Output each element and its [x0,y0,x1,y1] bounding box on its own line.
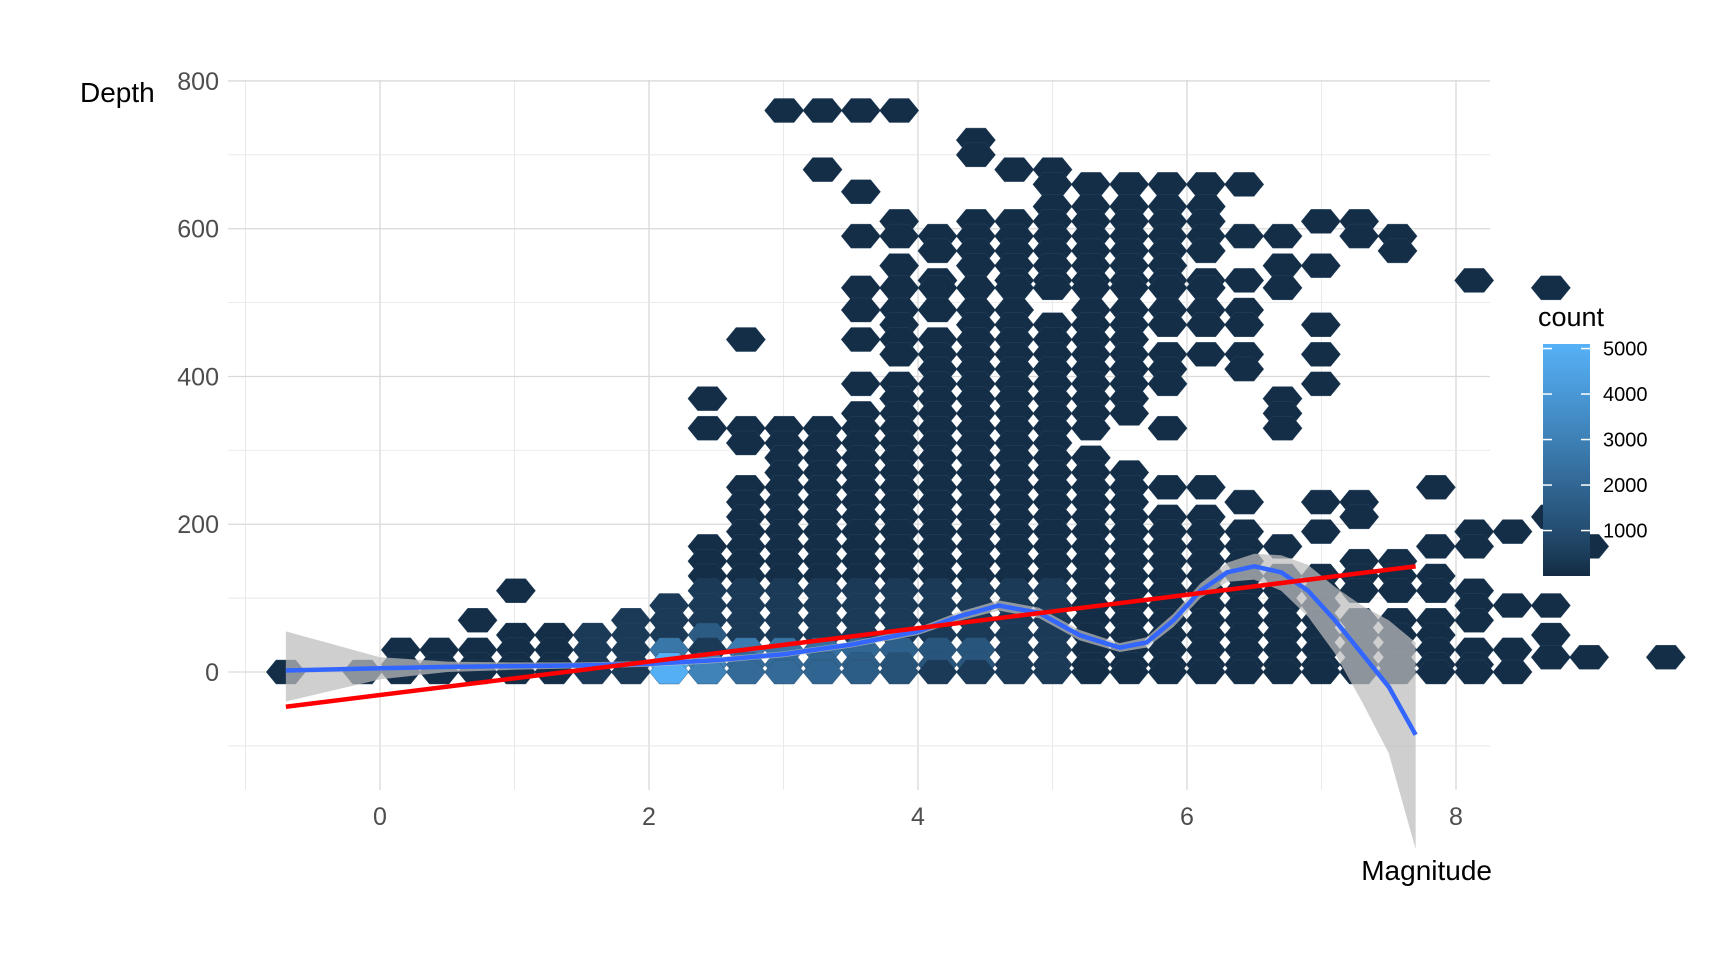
hexagon-bin [1070,172,1111,197]
hexagon-bin [879,253,920,278]
hexagon-bin [1454,268,1495,293]
y-tick-label: 0 [205,659,219,687]
x-axis-title: Magnitude [1361,855,1492,886]
hexagon-bin [1147,371,1188,397]
hexagon-bin [1300,253,1341,278]
hexagon-bin [994,157,1035,182]
y-tick-label: 800 [177,68,219,96]
smooth-fit-line [285,564,1418,736]
hexagon-bin [1185,172,1226,197]
hexagon-bin [1109,172,1150,197]
hexagon-bin [495,578,536,603]
hexagon-bin [1224,172,1265,197]
hexagon-bin [1645,645,1686,670]
hexagon-bin [1454,608,1495,633]
hexagon-bin [955,142,996,168]
hexagon-bin [840,297,881,323]
y-tick-label: 400 [177,363,219,391]
hexagon-bin [840,327,881,352]
hexagon-bin [1185,342,1226,367]
hexagon-bin [1492,593,1533,618]
hexagon-bin [1224,268,1265,293]
smooth-confidence-band [285,553,1416,850]
legend-break-label: 5000 [1603,339,1648,361]
hexagon-bin [1492,659,1533,685]
hexagon-bin [1224,312,1265,337]
hexagon-bin [840,223,881,249]
hexagon-bin [1224,489,1265,515]
axis-ticks: 0 2 4 6 8 0 200 400 600 800 [177,68,1463,831]
hexagon-bin [802,157,843,182]
hexagon-bin [1300,489,1341,515]
legend-break-label: 2000 [1603,475,1648,497]
x-tick-label: 8 [1449,803,1463,831]
hexagon-bin [840,98,881,123]
hexagon-bin [802,98,843,123]
hexagon-bin [1300,342,1341,367]
hexagon-bin [879,98,920,123]
x-tick-label: 0 [373,803,387,831]
hexagon-bin [917,297,958,323]
hexagon-bin [840,179,881,204]
hexagon-bin [1109,401,1150,426]
hexagon-bin [1300,519,1341,544]
hexagon-bin [1530,622,1571,648]
hexagon-bin [1569,645,1610,670]
x-tick-label: 6 [1180,803,1194,831]
hexagon-bin [687,415,728,441]
hexagon-bin [1415,475,1456,500]
hexagon-bin [955,275,996,301]
hexagon-bin [840,275,881,301]
hexagon-bin [879,275,920,301]
hexagon-bin [1454,534,1495,559]
hexagon-bin [1147,475,1188,500]
hexagon-bin [1147,415,1188,441]
hexagon-bin [1377,238,1418,264]
y-tick-label: 200 [177,511,219,539]
hexagon-bin [1492,637,1533,663]
legend-break-label: 3000 [1603,430,1648,452]
hexagon-bin [1224,223,1265,249]
hexagon-bin [687,386,728,411]
hexagon-bin [725,327,766,352]
x-tick-label: 2 [642,803,656,831]
hexagon-bin [1185,238,1226,264]
hexagon-bin [1224,356,1265,382]
hexagon-bin [764,98,805,123]
hexagon-bin [1530,593,1571,618]
hexagon-bin [1415,534,1456,559]
hexagon-bin [457,608,498,633]
hexagon-bin [1339,504,1380,530]
hexagon-bin [1262,223,1303,249]
hexagon-bin [1300,371,1341,397]
y-tick-label: 600 [177,216,219,244]
legend-break-label: 1000 [1603,521,1648,543]
hexagon-bin [1262,415,1303,441]
hexagon-bin [1492,519,1533,544]
hexagon-bins [265,98,1686,685]
hexagon-bin [1185,475,1226,500]
linear-fit-line [285,564,1416,709]
hexagon-bin [840,371,881,397]
hexagon-bin [1147,172,1188,197]
hexagon-bin [1530,645,1571,670]
legend-break-label: 4000 [1603,384,1648,406]
legend-title: count [1538,302,1605,332]
count-legend: count 1000 2000 3000 4000 5000 [1538,302,1648,576]
x-tick-label: 4 [911,803,925,831]
legend-colorbar [1543,344,1590,576]
y-axis-title: Depth [80,77,155,108]
hexagon-bin [1300,209,1341,234]
hexagon-bin [1262,253,1303,278]
hexagon-bin [1070,415,1111,441]
hexagon-bin [1530,275,1571,301]
fit-lines [285,553,1418,850]
hexagon-bin [1300,312,1341,337]
hexagon-bin [1262,275,1303,301]
